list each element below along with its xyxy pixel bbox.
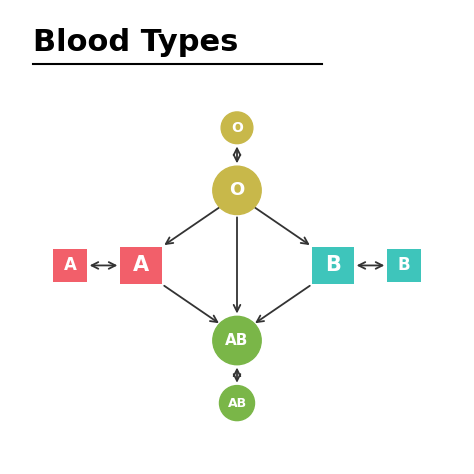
Text: O: O: [231, 121, 243, 135]
Text: O: O: [229, 182, 245, 200]
Circle shape: [219, 385, 255, 420]
FancyBboxPatch shape: [312, 246, 354, 284]
Text: AB: AB: [228, 397, 246, 410]
FancyBboxPatch shape: [387, 249, 420, 282]
Text: A: A: [64, 256, 77, 274]
Text: A: A: [133, 255, 149, 275]
Circle shape: [213, 166, 261, 215]
FancyBboxPatch shape: [120, 246, 162, 284]
Text: B: B: [398, 256, 410, 274]
FancyBboxPatch shape: [54, 249, 87, 282]
Circle shape: [221, 112, 253, 144]
Text: AB: AB: [225, 333, 249, 348]
Text: B: B: [325, 255, 341, 275]
Text: Blood Types: Blood Types: [33, 28, 238, 57]
Circle shape: [213, 316, 261, 365]
